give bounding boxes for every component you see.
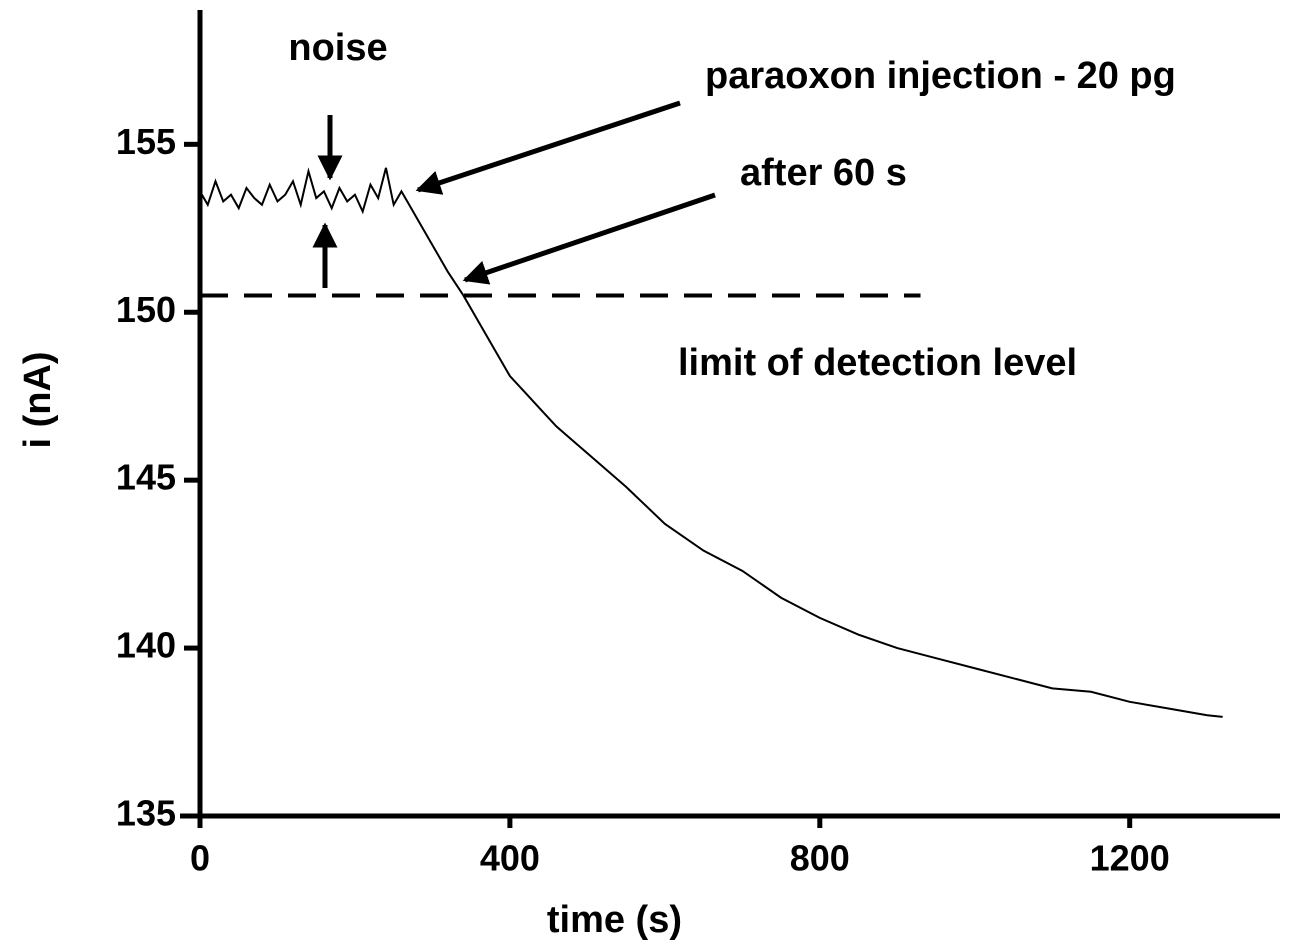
after-arrow — [462, 192, 716, 285]
y-axis-label: i (nA) — [17, 351, 59, 448]
arrows — [312, 100, 716, 288]
y-tick-label: 135 — [116, 793, 176, 834]
y-tick-label: 140 — [116, 625, 176, 666]
threshold-label: limit of detection level — [678, 342, 1077, 384]
annotation-after: after 60 s — [740, 152, 907, 194]
x-tick-label: 800 — [790, 838, 850, 879]
y-tick-label: 155 — [116, 121, 176, 162]
x-tick-label: 0 — [190, 838, 210, 879]
x-tick-label: 1200 — [1090, 838, 1170, 879]
annotation-injection: paraoxon injection - 20 pg — [705, 55, 1176, 97]
y-tick-label: 145 — [116, 457, 176, 498]
y-tick-label: 150 — [116, 289, 176, 330]
annotation-noise: noise — [288, 27, 387, 69]
data-line — [199, 167, 1223, 718]
injection-arrow — [415, 100, 681, 195]
x-tick-label: 400 — [480, 838, 540, 879]
x-axis-label: time (s) — [547, 899, 682, 941]
